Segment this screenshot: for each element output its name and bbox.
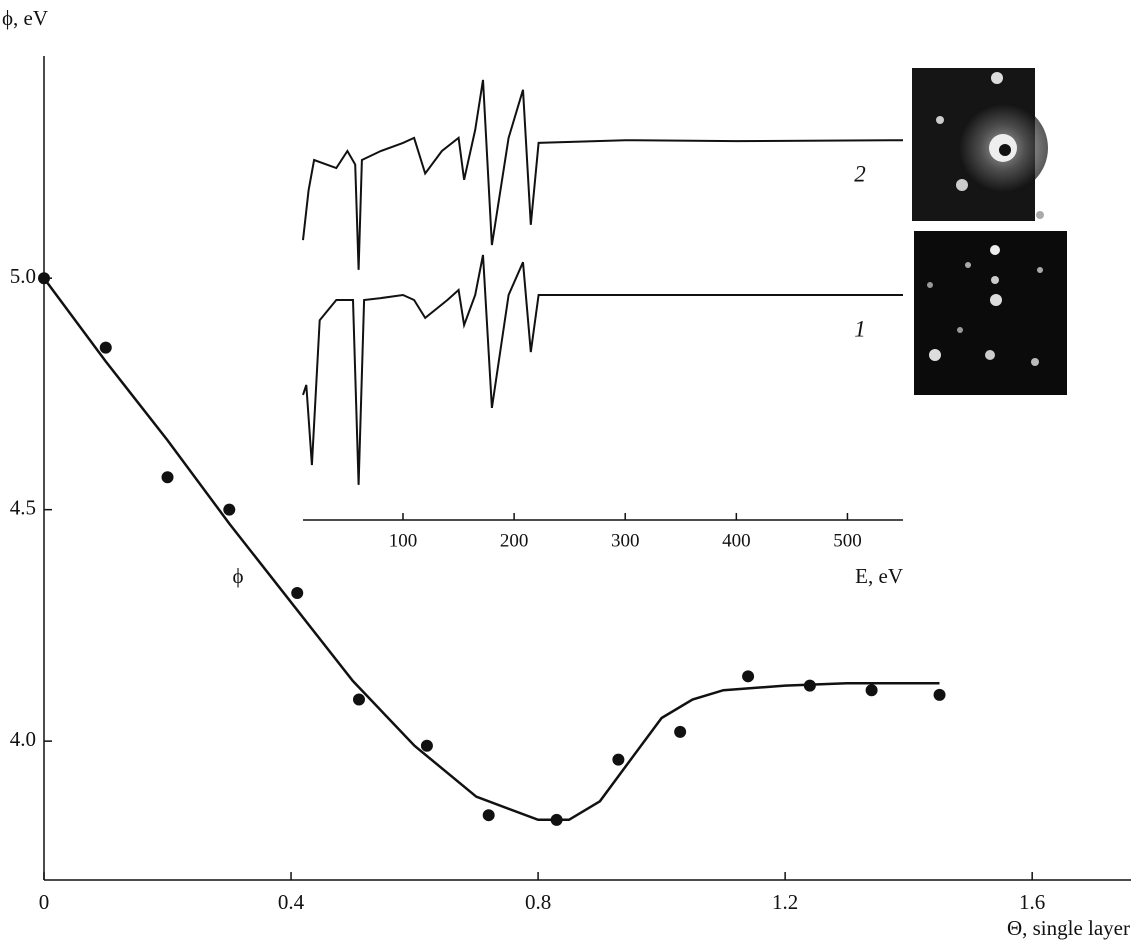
y-tick-label: 4.0 (10, 727, 36, 751)
data-point (933, 688, 946, 701)
x-tick-label: 1.6 (1019, 890, 1045, 914)
spectrum-label: 2 (854, 161, 866, 186)
data-point (742, 670, 755, 683)
leed-image-2 (912, 68, 1048, 221)
fit-curve (42, 277, 940, 822)
x-tick-label: 0.8 (525, 890, 551, 914)
data-point (38, 272, 50, 285)
data-point (223, 503, 236, 516)
data-point (291, 586, 304, 599)
x-tick-label: 1.2 (772, 890, 798, 914)
data-point (161, 471, 174, 484)
data-point (803, 679, 816, 692)
spectrum (302, 254, 903, 485)
data-point (99, 341, 112, 354)
data-point (482, 809, 495, 822)
inset-x-tick-label: 400 (722, 530, 751, 551)
x-tick-label: 0 (39, 890, 50, 914)
data-point (612, 753, 625, 766)
spectrum (302, 79, 904, 270)
inset-x-tick-label: 500 (833, 530, 862, 551)
y-axis-label: ϕ, eV (2, 6, 48, 30)
inset-x-axis-label: E, eV (855, 564, 903, 588)
curve-annotation: ϕ (232, 564, 243, 588)
inset-x-tick-label: 100 (389, 530, 418, 551)
data-point (674, 725, 687, 738)
y-tick-label: 5.0 (10, 264, 36, 288)
x-axis-label: Θ, single layer (1007, 916, 1130, 940)
inset-x-tick-label: 200 (500, 530, 529, 551)
data-point (352, 693, 365, 706)
y-tick-label: 4.5 (10, 495, 36, 519)
x-tick-label: 0.4 (278, 890, 305, 914)
leed-image-1 (914, 231, 1067, 395)
data-point (420, 739, 433, 752)
data-point (550, 813, 563, 826)
data-point (865, 684, 878, 697)
inset-x-tick-label: 300 (611, 530, 640, 551)
spectrum-label: 1 (854, 316, 866, 341)
